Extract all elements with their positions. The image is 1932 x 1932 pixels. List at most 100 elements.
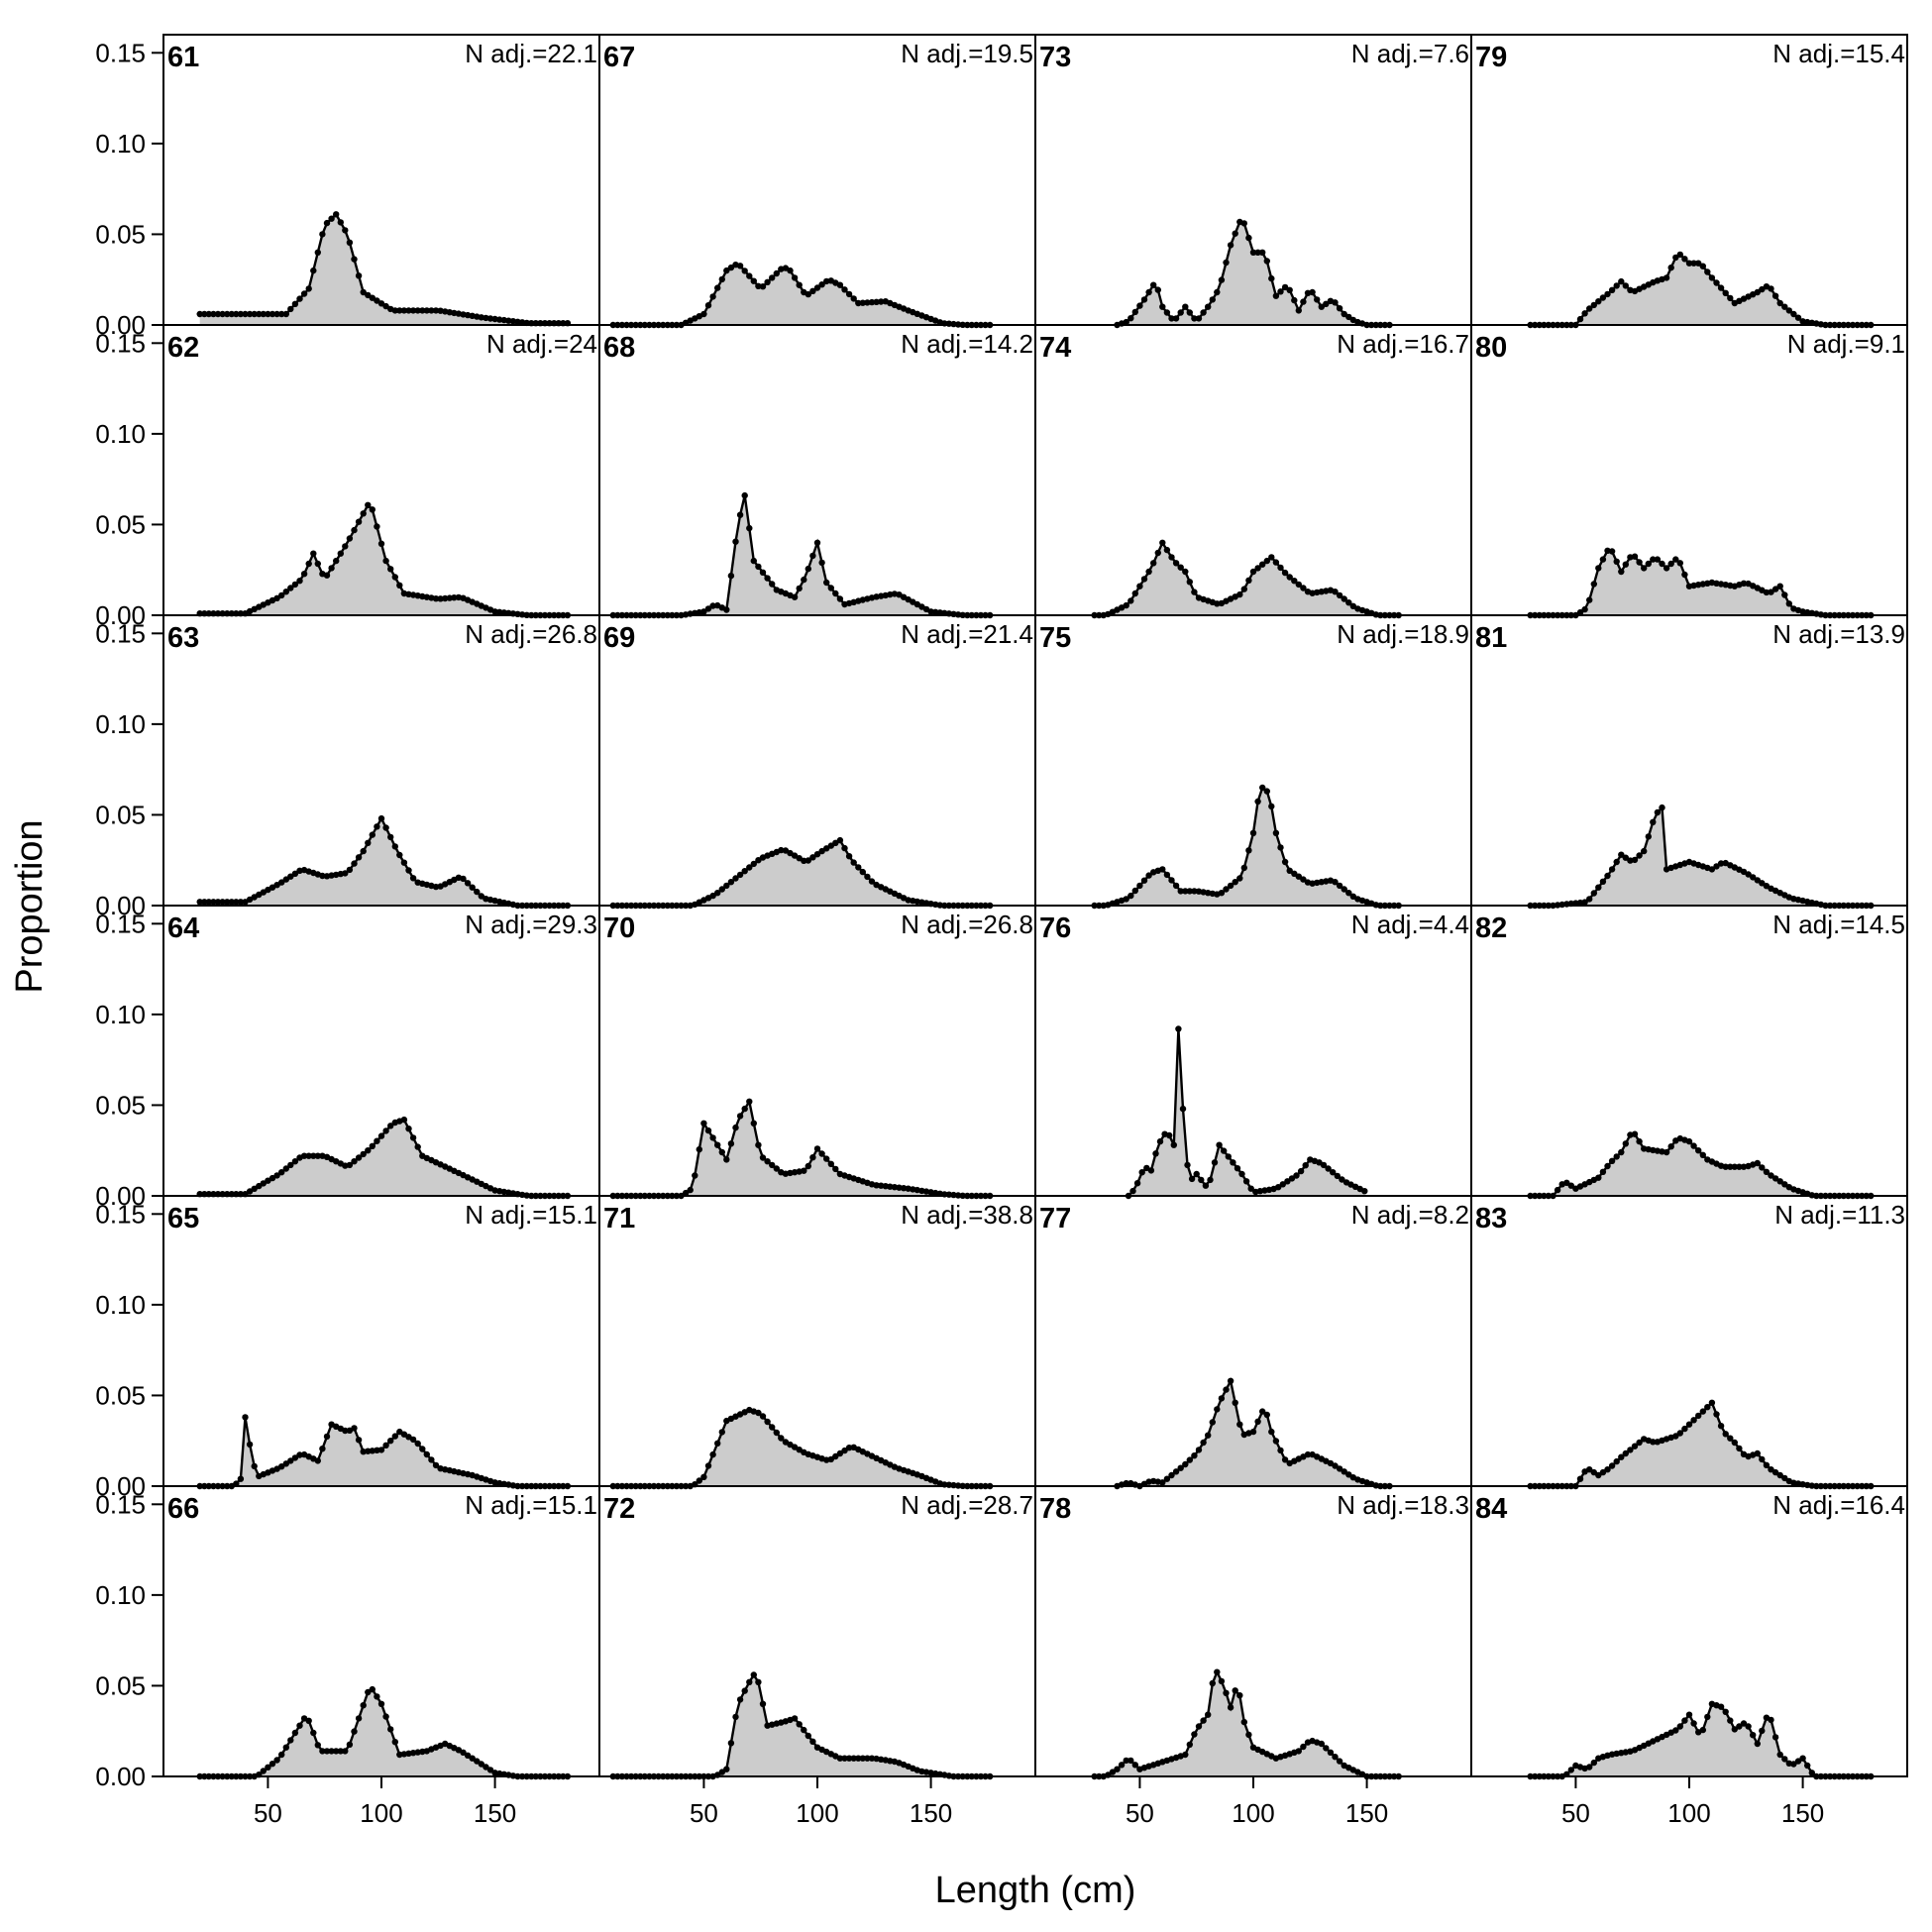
data-point <box>1667 560 1674 568</box>
panel-label: 82 <box>1475 912 1507 944</box>
data-point <box>1663 1148 1670 1156</box>
data-point <box>333 557 340 565</box>
data-point <box>1776 583 1783 590</box>
data-point <box>1641 847 1648 855</box>
data-point <box>1667 1143 1674 1150</box>
data-point <box>278 879 285 886</box>
data-point <box>746 272 753 279</box>
data-point <box>1268 554 1275 561</box>
data-point <box>355 272 363 279</box>
data-point <box>1586 1466 1593 1473</box>
data-point <box>246 1441 254 1449</box>
data-point <box>746 864 753 871</box>
y-tick-label: 0.15 <box>95 1489 146 1519</box>
panel-label: 76 <box>1039 912 1071 944</box>
y-tick-label: 0.00 <box>95 1762 146 1791</box>
data-point <box>1690 260 1697 267</box>
data-point <box>1205 1432 1212 1439</box>
data-point <box>328 215 335 222</box>
data-point <box>850 1755 857 1762</box>
data-point <box>764 575 771 582</box>
data-point <box>764 278 771 285</box>
data-point <box>333 1748 340 1755</box>
data-point <box>1297 1167 1305 1175</box>
area-fill-66 <box>199 1689 568 1776</box>
n-adj-label: N adj.=15.1 <box>465 1490 597 1520</box>
n-adj-label: N adj.=8.2 <box>1351 1200 1469 1230</box>
data-point <box>419 1446 426 1452</box>
data-point <box>451 594 458 601</box>
data-point <box>1172 315 1180 322</box>
data-point <box>351 1158 358 1165</box>
panel-70: 70 N adj.=26.8 <box>598 905 1036 1200</box>
data-point <box>355 1715 363 1722</box>
data-point <box>855 864 862 871</box>
data-point <box>300 571 308 578</box>
data-point <box>700 1473 707 1481</box>
data-point <box>1708 1399 1716 1407</box>
data-point <box>836 1449 844 1457</box>
data-point <box>1166 1131 1173 1139</box>
data-point <box>1776 1751 1783 1759</box>
data-point <box>228 310 235 318</box>
data-point <box>214 310 222 318</box>
data-point <box>1663 565 1670 572</box>
data-point <box>469 884 476 891</box>
data-point <box>1214 288 1221 296</box>
data-point <box>1240 586 1248 592</box>
data-point <box>1123 1757 1129 1765</box>
data-point <box>1177 1464 1184 1471</box>
data-point <box>809 854 816 861</box>
data-point <box>700 608 707 615</box>
data-point <box>769 274 776 281</box>
data-point <box>1659 804 1665 811</box>
data-point <box>1177 309 1184 316</box>
data-point <box>1205 1711 1212 1718</box>
y-tick-label: 0.10 <box>95 1000 146 1029</box>
data-point <box>873 1182 880 1189</box>
data-point <box>1334 1172 1342 1180</box>
data-point <box>700 1120 707 1127</box>
data-point <box>1731 1163 1739 1170</box>
data-point <box>300 1152 308 1159</box>
data-point <box>237 1475 245 1482</box>
data-point <box>864 873 871 881</box>
data-point <box>1123 318 1129 326</box>
data-point <box>1622 561 1630 568</box>
data-point <box>727 264 735 271</box>
data-point <box>268 310 276 318</box>
data-point <box>845 290 853 298</box>
data-point <box>251 310 258 318</box>
data-point <box>755 1141 762 1148</box>
y-tick-label: 0.10 <box>95 1290 146 1320</box>
data-point <box>396 307 403 314</box>
data-point <box>878 298 885 305</box>
data-point <box>1581 310 1588 317</box>
data-point <box>282 1165 289 1172</box>
data-point <box>1768 1716 1774 1724</box>
data-point <box>723 606 730 613</box>
data-point <box>1599 1468 1607 1476</box>
data-point <box>1323 300 1330 307</box>
data-point <box>323 1433 331 1441</box>
data-point <box>746 1098 753 1106</box>
data-point <box>1191 589 1198 595</box>
panel-frame <box>1470 324 1908 616</box>
data-point <box>342 1427 349 1435</box>
data-point <box>1590 890 1598 897</box>
data-point <box>832 590 839 597</box>
data-point <box>1295 307 1303 314</box>
data-point <box>1172 882 1180 890</box>
data-point <box>741 868 748 875</box>
data-point <box>351 860 358 867</box>
data-point <box>1613 282 1620 289</box>
data-point <box>374 1137 380 1144</box>
data-point <box>832 1452 839 1460</box>
data-point <box>346 239 354 246</box>
data-point <box>1272 292 1280 299</box>
area-fill-75 <box>1094 788 1399 906</box>
data-point <box>1232 1399 1238 1407</box>
data-point <box>1195 1723 1203 1730</box>
panel-frame <box>598 1195 1036 1487</box>
data-point <box>1681 571 1688 579</box>
